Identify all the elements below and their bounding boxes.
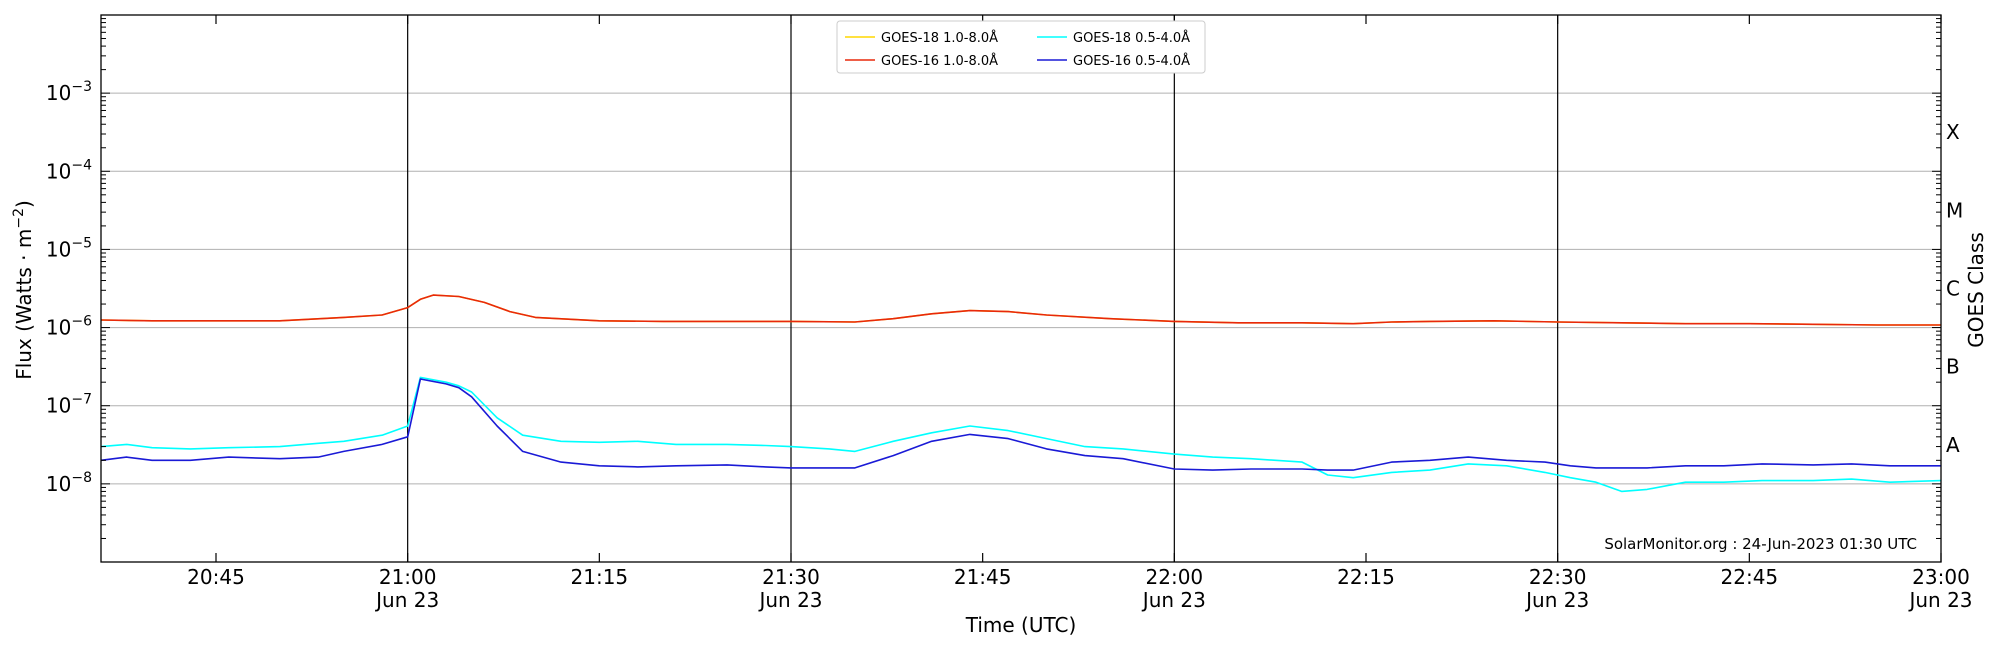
x-axis-title: Time (UTC) <box>965 613 1077 637</box>
legend-label: GOES-16 1.0-8.0Å <box>881 53 998 69</box>
goes-class-label: X <box>1946 120 1960 144</box>
y-tick-label: 10−6 <box>46 314 92 340</box>
x-tick-date-label: Jun 23 <box>1141 588 1206 612</box>
x-tick-label: 21:15 <box>571 565 629 589</box>
y2-axis-title: GOES Class <box>1964 232 1988 348</box>
y-axis-title: Flux (Watts · m−2) <box>11 200 36 380</box>
x-tick-label: 21:45 <box>954 565 1012 589</box>
goes-class-label: M <box>1946 198 1963 222</box>
day-time-markers <box>407 15 1559 562</box>
x-tick-label: 22:15 <box>1337 565 1395 589</box>
legend-label: GOES-16 0.5-4.0Å <box>1073 53 1190 69</box>
x-tick-label: 21:30 <box>762 565 820 589</box>
x-tick-label: 21:00 <box>379 565 437 589</box>
goes-class-label: B <box>1946 355 1960 379</box>
legend-box <box>836 20 1206 74</box>
x-tick-label: 22:00 <box>1146 565 1204 589</box>
series-line-0 <box>100 294 1941 326</box>
goes-class-labels: A B C M X <box>1946 120 1963 457</box>
plot-frame <box>100 14 1942 563</box>
legend-label: GOES-18 0.5-4.0Å <box>1073 30 1190 46</box>
series-lines <box>100 294 1942 493</box>
legend: GOES-18 1.0-8.0Å GOES-16 1.0-8.0Å GOES-18 … <box>836 20 1206 74</box>
y-tick-label: 10−8 <box>46 470 92 496</box>
series-line-1 <box>100 294 1941 326</box>
x-tick-label: 22:30 <box>1529 565 1587 589</box>
x-tick-date-label: Jun 23 <box>757 588 822 612</box>
x-tick-label: 23:00 <box>1912 565 1970 589</box>
y-axis-ticks: 10−8 10−7 10−6 10−5 10−4 10−3 <box>46 18 1941 563</box>
x-tick-date-label: Jun 23 <box>374 588 439 612</box>
series-line-3 <box>100 378 1941 471</box>
horizontal-grid <box>101 92 1941 485</box>
x-tick-label: 20:45 <box>187 565 245 589</box>
y-tick-label: 10−4 <box>46 157 92 183</box>
credit-annotation: SolarMonitor.org : 24-Jun-2023 01:30 UTC <box>1604 535 1917 553</box>
x-tick-date-label: Jun 23 <box>1524 588 1589 612</box>
series-line-2 <box>100 376 1942 493</box>
y-tick-label: 10−5 <box>46 235 92 261</box>
y-tick-label: 10−3 <box>46 79 92 105</box>
goes-class-label: A <box>1946 433 1960 457</box>
goes-class-label: C <box>1946 277 1960 301</box>
x-tick-label: 22:45 <box>1721 565 1779 589</box>
y-tick-label: 10−7 <box>46 392 92 418</box>
legend-label: GOES-18 1.0-8.0Å <box>881 30 998 46</box>
x-tick-date-label: Jun 23 <box>1907 588 1972 612</box>
